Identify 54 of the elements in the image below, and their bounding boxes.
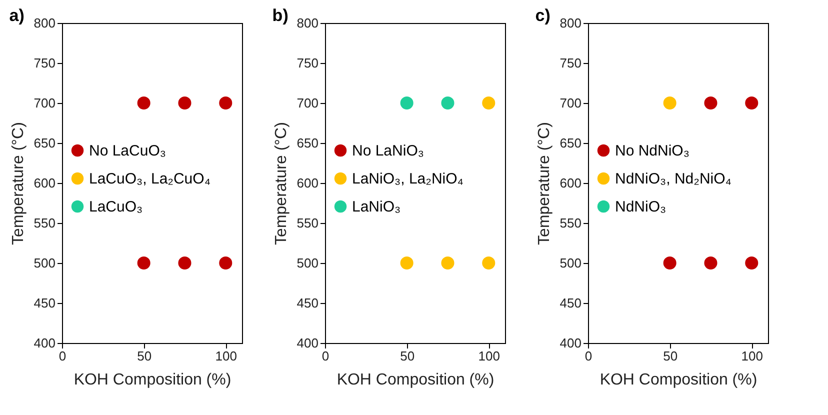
y-tick-label: 400 — [296, 336, 318, 350]
y-tick-label: 750 — [296, 56, 318, 70]
y-tick-label: 400 — [34, 336, 56, 350]
y-tick-label: 450 — [34, 296, 56, 310]
x-tick-label: 50 — [400, 348, 415, 364]
x-tick-label: 100 — [215, 348, 237, 364]
y-tick-label: 750 — [34, 56, 56, 70]
legend-label: NdNiO₃, Nd₂NiO₄ — [615, 170, 732, 188]
x-axis-title: KOH Composition (%) — [336, 372, 494, 388]
y-tick-label: 500 — [296, 256, 318, 270]
y-tick-label: 600 — [560, 176, 582, 190]
y-tick-label: 650 — [296, 136, 318, 150]
chart-title: a) — [9, 6, 24, 25]
y-tick-label: 650 — [34, 136, 56, 150]
legend-label: LaCuO₃, La₂CuO₄ — [89, 170, 210, 188]
y-tick-label: 550 — [34, 216, 56, 230]
y-tick-label: 700 — [560, 96, 582, 110]
legend-label: LaNiO₃ — [352, 198, 401, 216]
chart-title: b) — [272, 6, 288, 25]
x-tick-label: 0 — [322, 348, 330, 364]
y-tick-label: 450 — [560, 296, 582, 310]
y-tick-label: 550 — [560, 216, 582, 230]
y-tick-label: 750 — [560, 56, 582, 70]
y-tick-label: 800 — [34, 16, 56, 30]
legend-label: No NdNiO₃ — [615, 142, 690, 160]
x-tick-label: 100 — [478, 348, 500, 364]
y-tick-label: 650 — [560, 136, 582, 150]
y-tick-label: 400 — [560, 336, 582, 350]
y-tick-label: 450 — [296, 296, 318, 310]
x-tick-label: 100 — [741, 348, 763, 364]
x-tick-label: 0 — [58, 348, 66, 364]
y-tick-label: 800 — [296, 16, 318, 30]
y-axis-title: Temperature (°C) — [536, 122, 553, 245]
y-axis-title: Temperature (°C) — [10, 122, 27, 245]
y-tick-label: 700 — [296, 96, 318, 110]
y-tick-label: 700 — [34, 96, 56, 110]
y-tick-label: 550 — [296, 216, 318, 230]
y-tick-label: 600 — [34, 176, 56, 190]
y-tick-label: 500 — [560, 256, 582, 270]
legend-label: No LaCuO₃ — [89, 142, 166, 160]
chart-title: c) — [535, 6, 550, 25]
x-tick-label: 50 — [137, 348, 152, 364]
x-axis-title: KOH Composition (%) — [74, 372, 232, 388]
y-tick-label: 600 — [296, 176, 318, 190]
legend-label: NdNiO₃ — [615, 198, 666, 216]
x-axis-title: KOH Composition (%) — [600, 372, 758, 388]
y-axis-title: Temperature (°C) — [272, 122, 290, 245]
y-tick-label: 800 — [560, 16, 582, 30]
legend-label: LaCuO₃ — [89, 198, 143, 216]
legend-label: No LaNiO₃ — [352, 142, 424, 160]
legend-label: LaNiO₃, La₂NiO₄ — [352, 170, 464, 188]
x-tick-label: 50 — [663, 348, 678, 364]
y-tick-label: 500 — [34, 256, 56, 270]
x-tick-label: 0 — [584, 348, 592, 364]
